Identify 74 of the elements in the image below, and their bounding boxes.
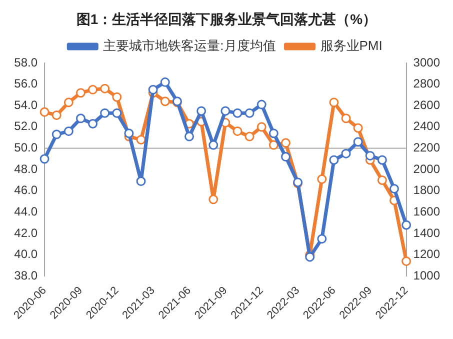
point: [64, 126, 74, 136]
point: [220, 106, 230, 116]
point: [88, 84, 98, 94]
point: [256, 122, 266, 132]
point: [268, 128, 278, 138]
point: [52, 130, 62, 140]
point: [232, 108, 242, 118]
point: [64, 98, 74, 108]
point: [377, 155, 387, 165]
point: [76, 114, 86, 124]
point: [365, 150, 375, 160]
point: [317, 174, 327, 184]
y2-tick-label: 3000: [413, 55, 440, 70]
point: [256, 100, 266, 110]
point: [88, 118, 98, 128]
point: [136, 134, 146, 144]
point: [329, 98, 339, 108]
point: [100, 108, 110, 118]
y2-tick-label: 1800: [413, 183, 440, 198]
point: [317, 234, 327, 244]
y2-tick-label: 2800: [413, 76, 440, 91]
point: [196, 106, 206, 116]
y-tick-label: 58.0: [14, 55, 38, 70]
point: [148, 84, 158, 94]
point: [184, 132, 194, 142]
legend-label: 主要城市地铁客运量:月度均值: [103, 38, 276, 54]
y2-tick-label: 2400: [413, 119, 440, 134]
y2-tick-label: 1600: [413, 204, 440, 218]
point: [329, 155, 339, 165]
chart-title: 图1：生活半径回落下服务业景气回落尤甚（%）: [75, 10, 378, 29]
y-tick-label: 38.0: [14, 268, 38, 282]
y-tick-label: 56.0: [14, 76, 38, 91]
y2-tick-label: 1000: [413, 268, 440, 282]
point: [208, 194, 218, 204]
y-tick-label: 48.0: [14, 162, 38, 176]
point: [76, 88, 86, 98]
point: [208, 140, 218, 150]
y-tick-label: 46.0: [14, 183, 38, 198]
y-tick-label: 40.0: [14, 247, 38, 262]
point: [377, 175, 387, 185]
point: [112, 92, 122, 102]
point: [280, 138, 290, 148]
point: [341, 114, 351, 124]
y2-tick-label: 1400: [413, 226, 440, 240]
y2-tick-label: 2200: [413, 140, 440, 155]
point: [160, 77, 170, 87]
y2-tick-label: 1200: [413, 247, 440, 262]
y-tick-label: 44.0: [14, 204, 38, 218]
point: [402, 256, 412, 266]
point: [100, 84, 110, 94]
point: [341, 148, 351, 158]
point: [244, 132, 254, 142]
point: [402, 220, 412, 230]
point: [40, 154, 50, 164]
y-tick-label: 42.0: [14, 226, 38, 240]
point: [40, 107, 50, 117]
point: [389, 184, 399, 194]
point: [244, 108, 254, 118]
point: [160, 96, 170, 106]
y-tick-label: 54.0: [14, 98, 38, 112]
y2-tick-label: 2600: [413, 98, 440, 112]
point: [52, 110, 62, 120]
y-tick-label: 52.0: [14, 119, 38, 134]
point: [280, 152, 290, 162]
point: [124, 128, 134, 138]
y2-tick-label: 2000: [413, 162, 440, 176]
y-tick-label: 50.0: [14, 140, 38, 155]
point: [232, 126, 242, 136]
point: [353, 123, 363, 133]
point: [268, 140, 278, 150]
point: [136, 176, 146, 186]
point: [353, 137, 363, 147]
point: [112, 108, 122, 118]
legend-label: 服务业PMI: [320, 38, 382, 54]
